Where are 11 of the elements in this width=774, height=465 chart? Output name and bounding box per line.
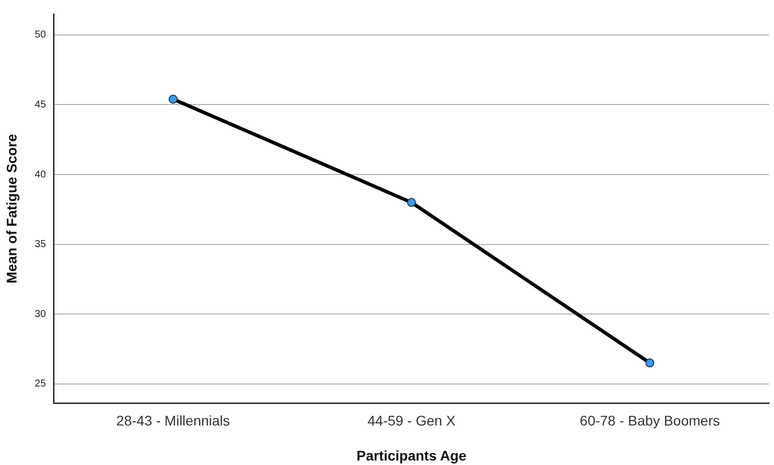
- y-tick-label: 25: [34, 378, 46, 390]
- y-tick-label: 50: [34, 30, 46, 41]
- x-tick-label: 44-59 - Gen X: [367, 412, 456, 429]
- y-tick-label: 40: [34, 169, 46, 180]
- x-axis-title: Participants Age: [356, 447, 467, 464]
- y-tick-label: 35: [34, 239, 46, 250]
- y-tick-label: 30: [34, 308, 46, 320]
- x-tick-label: 60-78 - Baby Boomers: [580, 412, 720, 429]
- y-axis-title: Mean of Fatigue Score: [3, 134, 20, 284]
- y-tick-label: 45: [34, 99, 46, 110]
- x-tick-label: 28-43 - Millennials: [116, 412, 230, 429]
